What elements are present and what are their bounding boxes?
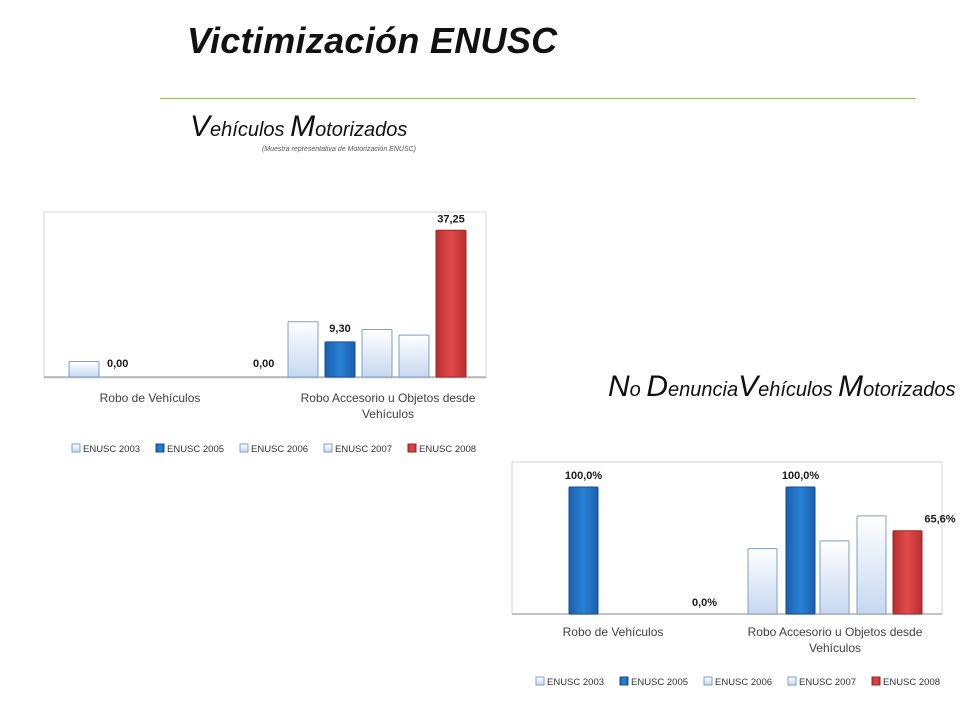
category-label: Vehículos — [809, 641, 861, 655]
chart2-title-part: N — [608, 370, 630, 403]
category-label: Robo Accesorio u Objetos desde — [301, 391, 476, 405]
chart1-title: Vehículos Motorizados — [190, 110, 407, 144]
category-label: Robo de Vehículos — [563, 625, 664, 639]
chart2-title-part: otorizados — [863, 379, 956, 401]
legend-label: ENUSC 2005 — [167, 444, 224, 455]
chart2-title-part: V — [738, 370, 759, 403]
legend-label: ENUSC 2006 — [715, 677, 772, 688]
bar-enusc-2006-cat2 — [819, 540, 850, 615]
data-label: 65,6% — [924, 514, 955, 526]
legend-swatch — [535, 676, 545, 686]
chart2-title-part: enuncia — [668, 379, 739, 401]
legend-swatch — [155, 443, 165, 453]
legend-label: ENUSC 2007 — [799, 677, 856, 688]
bar-enusc-2007-cat2 — [856, 515, 887, 615]
bar-enusc-2005-cat2 — [785, 486, 816, 615]
chart-1: 0,00 0,00 9,30 37,25 Robo de Vehículos Robo A… — [43, 211, 487, 455]
data-label: 100,0% — [565, 470, 603, 482]
data-label: 0,0% — [692, 597, 717, 609]
data-label: 0,00 — [253, 358, 274, 370]
bar-enusc-2008-cat2 — [892, 530, 923, 615]
bar-enusc-2005-cat2 — [324, 341, 356, 378]
bar-enusc-2008-cat2 — [435, 229, 467, 378]
bar-enusc-2003-cat1 — [68, 361, 100, 378]
bar-enusc-2007-cat2 — [398, 334, 430, 378]
legend-label: ENUSC 2008 — [419, 444, 476, 455]
data-label: 0,00 — [107, 358, 128, 370]
legend-label: ENUSC 2003 — [547, 677, 604, 688]
legend-swatch — [787, 676, 797, 686]
chart2-title-part: D — [646, 370, 669, 403]
legend-label: ENUSC 2007 — [335, 444, 392, 455]
legend-swatch — [871, 676, 881, 686]
page-title: Victimización ENUSC — [187, 20, 558, 61]
legend-swatch — [407, 443, 417, 453]
legend-swatch — [619, 676, 629, 686]
chart2-title: No DenunciaVehículos Motorizados — [608, 370, 955, 404]
legend-swatch — [71, 443, 81, 453]
legend-label: ENUSC 2003 — [83, 444, 140, 455]
plot-frame — [43, 211, 487, 379]
chart2-title-part: o — [629, 379, 647, 401]
chart2-title-part: ehículos — [758, 379, 839, 401]
legend-label: ENUSC 2005 — [631, 677, 688, 688]
legend-label: ENUSC 2008 — [883, 677, 940, 688]
legend-swatch — [323, 443, 333, 453]
title-divider — [160, 98, 916, 99]
legend-swatch — [239, 443, 249, 453]
category-label: Vehículos — [362, 407, 414, 421]
chart2-title-part: M — [838, 370, 864, 403]
chart1-title-part: otorizados — [315, 119, 408, 141]
chart1-title-part: V — [190, 110, 211, 143]
chart1-subtitle: (Muestra representativa de Motorización … — [261, 146, 416, 153]
category-label: Robo de Vehículos — [100, 391, 201, 405]
chart1-title-part: M — [290, 110, 316, 143]
bar-enusc-2003-cat2 — [287, 321, 319, 378]
category-label: Robo Accesorio u Objetos desde — [748, 625, 923, 639]
chart-2: 100,0% 0,0% 100,0% 65,6% Robo de Vehículos Ro… — [511, 461, 956, 688]
data-label: 100,0% — [782, 470, 820, 482]
chart1-title-part: ehículos — [210, 119, 291, 141]
data-label: 37,25 — [437, 213, 465, 225]
bar-enusc-2003-cat2 — [747, 548, 778, 615]
legend-swatch — [703, 676, 713, 686]
bar-enusc-2006-cat2 — [361, 328, 393, 378]
data-label: 9,30 — [329, 323, 350, 335]
bar-enusc-2005-cat1 — [568, 486, 599, 615]
legend-label: ENUSC 2006 — [251, 444, 308, 455]
